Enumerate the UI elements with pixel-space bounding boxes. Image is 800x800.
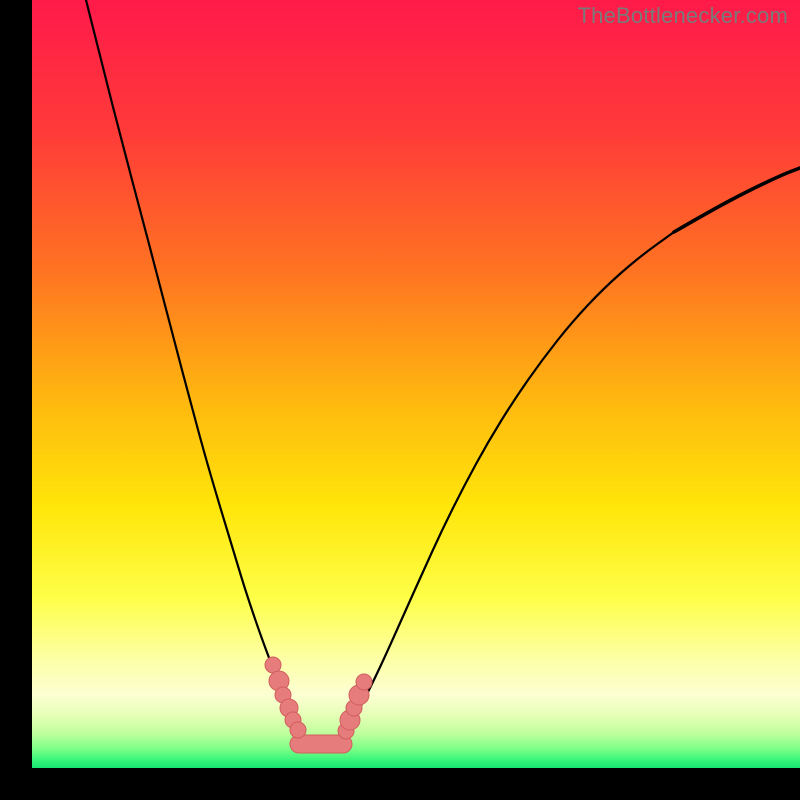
curve-right-tail — [674, 168, 800, 232]
watermark-text: TheBottlenecker.com — [578, 3, 788, 29]
curve-right-main — [344, 232, 674, 735]
chart-svg — [32, 0, 800, 768]
marker-left-5 — [290, 722, 306, 738]
curve-left — [86, 0, 304, 735]
marker-right-4 — [356, 674, 372, 690]
plot-area — [32, 0, 800, 768]
